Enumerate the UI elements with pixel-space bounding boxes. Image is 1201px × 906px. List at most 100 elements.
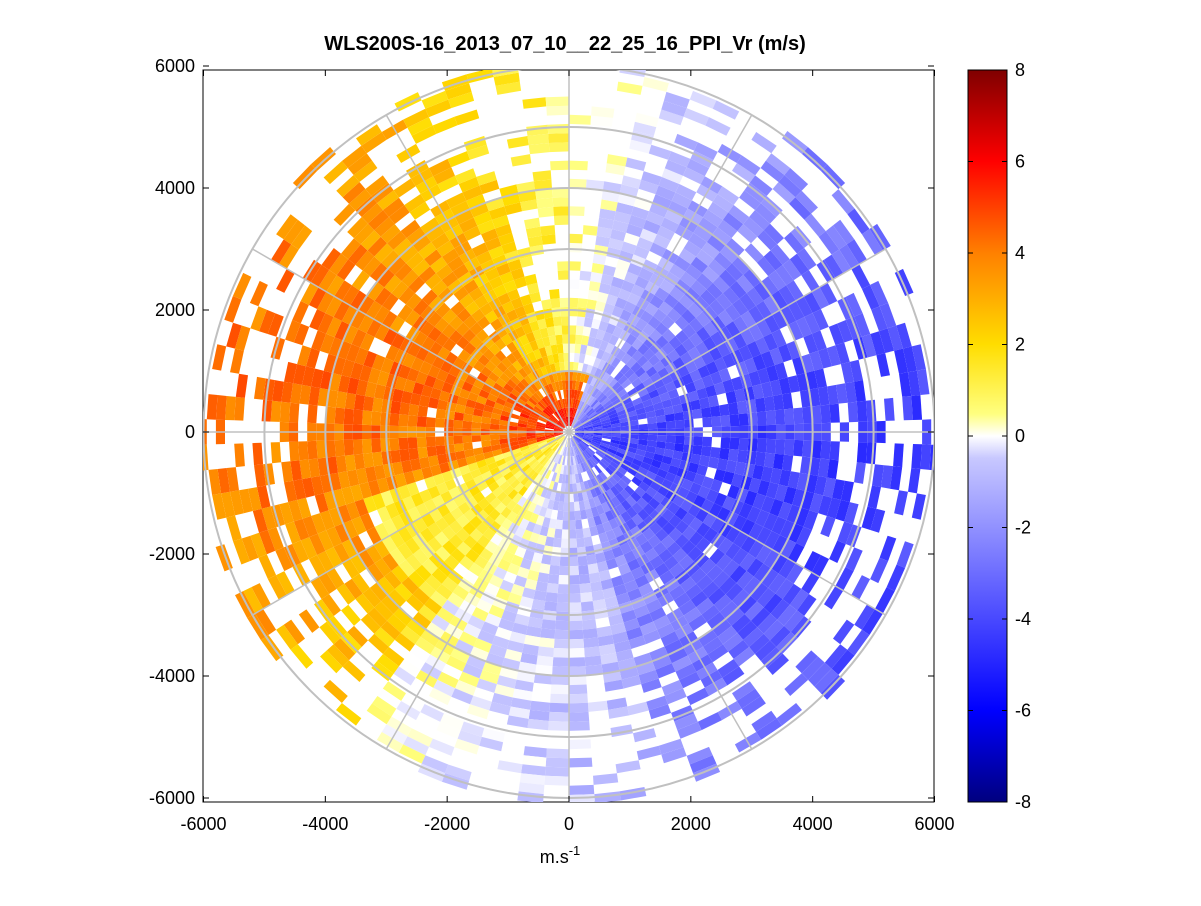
velocity-cell [564,417,568,427]
velocity-cell [437,671,459,689]
velocity-cell [650,395,662,405]
velocity-cell [473,211,492,226]
velocity-cell [428,158,452,177]
velocity-cell [565,416,569,426]
velocity-cell [649,480,662,492]
velocity-cell [569,343,576,353]
velocity-cell [514,526,526,538]
velocity-cell [462,185,483,201]
velocity-cell [494,350,507,362]
velocity-cell [559,445,564,455]
velocity-cell [425,417,436,428]
velocity-cell [629,434,639,440]
velocity-cell [536,357,545,368]
velocity-cell [593,357,602,368]
velocity-cell [738,413,749,426]
velocity-cell [466,194,486,210]
velocity-cell [412,382,425,396]
velocity-cell [552,537,562,548]
velocity-cell [831,189,855,215]
velocity-cell [656,415,666,423]
velocity-cell [648,354,661,367]
velocity-cell [669,286,685,302]
velocity-cell [621,609,637,623]
velocity-cell [554,434,564,439]
velocity-cell [538,637,555,648]
velocity-cell [520,378,530,389]
velocity-cell [583,317,594,328]
velocity-cell [716,506,731,522]
velocity-cell [499,372,511,384]
velocity-cell [350,310,366,329]
velocity-cell [447,256,465,272]
velocity-cell [541,411,550,419]
velocity-cell [865,399,877,422]
velocity-cell [620,499,632,511]
velocity-cell [482,336,495,349]
velocity-cell [775,409,786,425]
velocity-cell [259,309,276,334]
velocity-cell [553,453,560,463]
velocity-cell [419,456,431,469]
velocity-cell [425,273,442,290]
velocity-cell [902,396,913,421]
velocity-cell [298,441,309,461]
x-tick-label: -6000 [180,814,226,834]
velocity-cell [560,538,569,548]
velocity-cell [569,371,574,381]
velocity-cell [574,428,584,431]
velocity-cell [607,448,617,455]
velocity-cell [447,592,465,608]
velocity-cell [358,549,375,569]
velocity-cell [599,512,609,524]
velocity-cell [811,440,822,459]
velocity-cell [580,391,587,402]
velocity-cell [583,435,593,440]
velocity-cell [803,333,819,354]
velocity-cell [604,679,624,692]
velocity-cell [638,669,659,685]
velocity-cell [675,330,689,344]
velocity-cell [419,395,431,408]
velocity-cell [536,423,546,428]
velocity-cell [712,194,734,213]
velocity-cell [509,441,519,447]
velocity-cell [707,456,719,469]
velocity-cell [739,190,761,210]
velocity-cell [488,520,501,534]
velocity-cell [778,501,793,520]
velocity-cell [607,409,617,416]
velocity-cell [374,558,392,577]
velocity-cell [380,412,391,426]
velocity-cell [383,647,405,667]
velocity-cell [533,473,542,484]
velocity-cell [310,264,330,288]
velocity-cell [578,413,586,421]
velocity-cell [722,666,745,686]
velocity-cell [499,419,509,426]
velocity-cell [553,206,569,216]
velocity-cell [725,583,744,601]
velocity-cell [556,371,562,382]
colorbar-tick-label: 8 [1015,60,1025,80]
velocity-cell [343,408,354,425]
velocity-cell [837,320,853,343]
velocity-cell [406,618,426,637]
velocity-cell [310,147,336,171]
velocity-cell [252,508,268,533]
velocity-cell [530,446,540,454]
velocity-cell [681,478,694,491]
velocity-cell [590,376,598,387]
velocity-cell [388,205,410,225]
velocity-cell [778,285,796,306]
velocity-cell [435,418,445,428]
velocity-cell [458,631,478,647]
velocity-cell [621,571,635,584]
velocity-cell [292,301,309,324]
velocity-cell [474,555,489,570]
velocity-cell [740,328,756,346]
velocity-cell [582,437,592,443]
velocity-cell [653,474,665,486]
velocity-cell [473,408,484,417]
velocity-cell [354,223,375,245]
